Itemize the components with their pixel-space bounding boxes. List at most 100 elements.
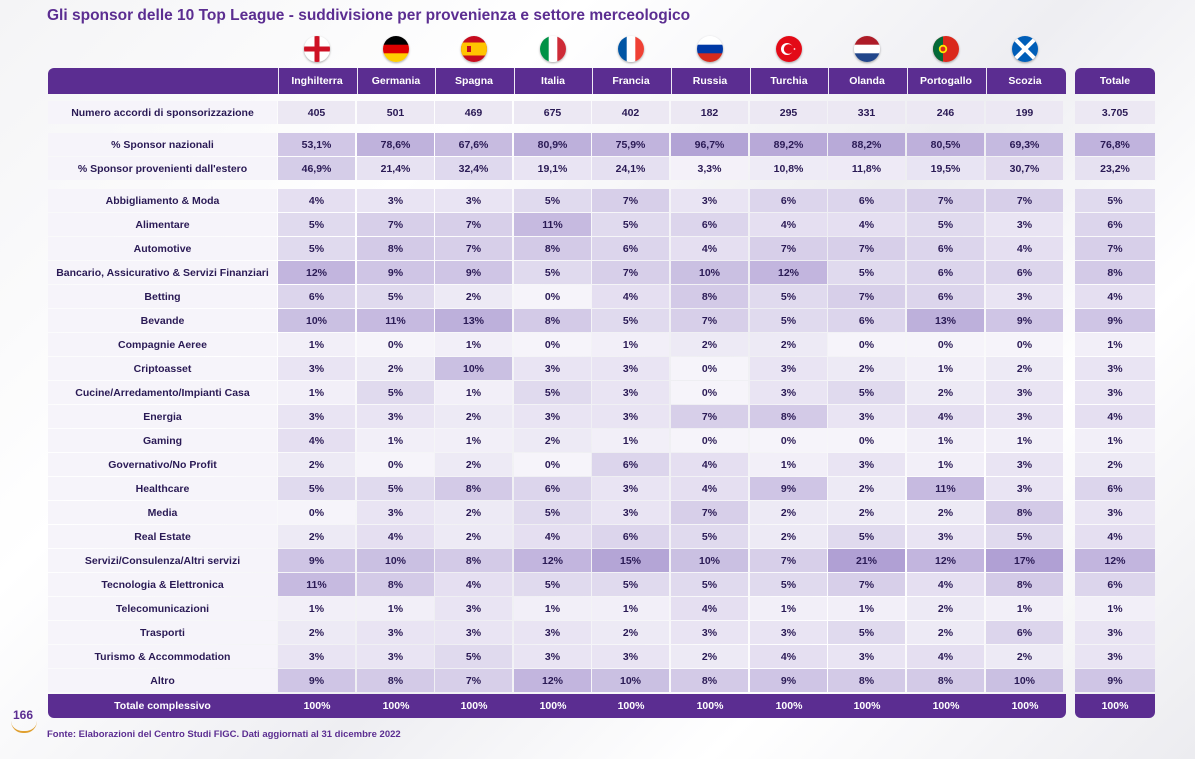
table-cell: 67,6% <box>435 133 512 156</box>
table-cell: 3% <box>986 381 1063 404</box>
table-cell: 12% <box>750 261 827 284</box>
table-total-cell: 4% <box>1075 405 1155 428</box>
header-separator <box>514 68 515 94</box>
table-cell: 12% <box>514 549 591 572</box>
table-cell: 3% <box>592 381 669 404</box>
table-cell: 5% <box>907 213 984 236</box>
table-cell: 2% <box>671 333 748 356</box>
table-total-cell: 1% <box>1075 597 1155 620</box>
table-cell: 6% <box>592 237 669 260</box>
table-cell: 3% <box>671 621 748 644</box>
table-cell: 5% <box>357 381 434 404</box>
table-cell: 13% <box>907 309 984 332</box>
footer-cell: 100% <box>382 700 410 712</box>
table-total-cell: 3% <box>1075 645 1155 668</box>
footer-cell: 100% <box>1011 700 1039 712</box>
table-cell: 0% <box>514 333 591 356</box>
row-label: Trasporti <box>48 621 277 644</box>
table-cell: 46,9% <box>278 157 355 180</box>
table-cell: 6% <box>907 261 984 284</box>
table-cell: 1% <box>278 381 355 404</box>
table-cell: 0% <box>671 357 748 380</box>
table-cell: 2% <box>592 621 669 644</box>
table-cell: 182 <box>671 101 748 124</box>
table-cell: 5% <box>750 573 827 596</box>
row-label: Compagnie Aeree <box>48 333 277 356</box>
table-cell: 3% <box>592 501 669 524</box>
table-cell: 3% <box>828 405 905 428</box>
column-header: Germania <box>371 75 421 87</box>
table-cell: 7% <box>435 213 512 236</box>
table-cell: 9% <box>278 549 355 572</box>
row-label: Real Estate <box>48 525 277 548</box>
table-cell: 7% <box>828 237 905 260</box>
row-label: Criptoasset <box>48 357 277 380</box>
table-cell: 4% <box>671 477 748 500</box>
table-cell: 2% <box>435 405 512 428</box>
table-cell: 5% <box>828 381 905 404</box>
column-header: Spagna <box>455 75 493 87</box>
table-cell: 3% <box>907 525 984 548</box>
table-cell: 4% <box>278 429 355 452</box>
table-cell: 6% <box>907 285 984 308</box>
row-label: Alimentare <box>48 213 277 236</box>
table-cell: 2% <box>435 453 512 476</box>
table-cell: 4% <box>907 405 984 428</box>
table-total-cell: 3.705 <box>1075 101 1155 124</box>
table-cell: 5% <box>828 621 905 644</box>
table-cell: 2% <box>750 501 827 524</box>
table-cell: 8% <box>750 405 827 428</box>
table-cell: 10% <box>278 309 355 332</box>
table-cell: 3% <box>986 213 1063 236</box>
header-separator <box>907 68 908 94</box>
table-cell: 1% <box>750 597 827 620</box>
table-cell: 2% <box>278 525 355 548</box>
column-header-total: Totale <box>1099 75 1131 87</box>
table-cell: 2% <box>907 621 984 644</box>
table-total-cell: 76,8% <box>1075 133 1155 156</box>
page-title: Gli sponsor delle 10 Top League - suddiv… <box>47 7 691 24</box>
column-header: Turchia <box>770 75 808 87</box>
table-cell: 5% <box>514 573 591 596</box>
table-cell: 7% <box>357 213 434 236</box>
footer-cell: 100% <box>617 700 645 712</box>
table-cell: 6% <box>592 525 669 548</box>
row-label: % Sponsor provenienti dall'estero <box>48 157 277 180</box>
table-cell: 8% <box>357 237 434 260</box>
table-cell: 5% <box>514 189 591 212</box>
table-cell: 11,8% <box>828 157 905 180</box>
table-cell: 3% <box>435 597 512 620</box>
table-cell: 4% <box>357 525 434 548</box>
row-label: Numero accordi di sponsorizzazione <box>48 101 277 124</box>
table-cell: 3% <box>986 405 1063 428</box>
table-cell: 6% <box>592 453 669 476</box>
table-cell: 6% <box>278 285 355 308</box>
table-cell: 0% <box>750 429 827 452</box>
table-cell: 2% <box>828 501 905 524</box>
row-label: Healthcare <box>48 477 277 500</box>
table-total-cell: 6% <box>1075 213 1155 236</box>
table-cell: 10% <box>986 669 1063 692</box>
table-cell: 5% <box>514 261 591 284</box>
table-cell: 2% <box>278 453 355 476</box>
table-cell: 3% <box>278 405 355 428</box>
footer-total-cell: 100% <box>1101 700 1129 712</box>
table-header-bar <box>48 68 1066 94</box>
table-cell: 69,3% <box>986 133 1063 156</box>
table-cell: 1% <box>514 597 591 620</box>
table-cell: 9% <box>750 669 827 692</box>
table-cell: 88,2% <box>828 133 905 156</box>
table-cell: 4% <box>514 525 591 548</box>
table-cell: 10% <box>671 549 748 572</box>
table-cell: 5% <box>278 477 355 500</box>
table-cell: 6% <box>986 621 1063 644</box>
table-cell: 1% <box>357 429 434 452</box>
table-cell: 1% <box>278 333 355 356</box>
table-cell: 5% <box>592 573 669 596</box>
table-cell: 5% <box>435 645 512 668</box>
column-header: Italia <box>541 75 565 87</box>
table-cell: 295 <box>750 101 827 124</box>
table-cell: 402 <box>592 101 669 124</box>
netherlands-flag-icon <box>854 36 880 62</box>
row-label: Bancario, Assicurativo & Servizi Finanzi… <box>48 261 277 284</box>
